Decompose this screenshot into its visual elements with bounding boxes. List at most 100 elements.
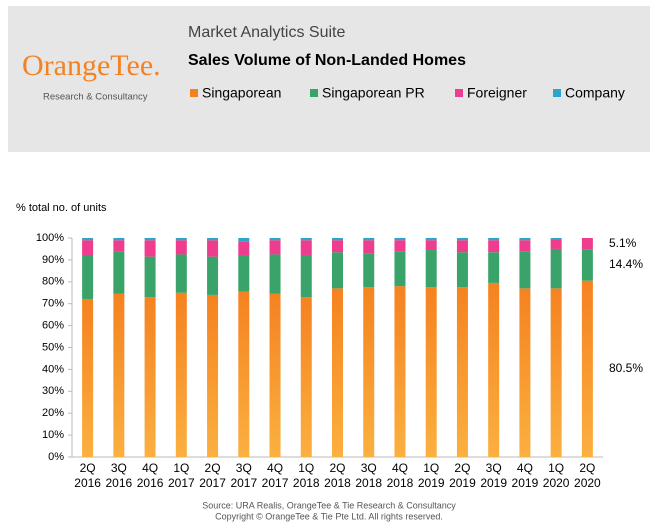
bar-segment [394, 251, 406, 287]
y-axis-label: % total no. of units [16, 202, 107, 214]
bar-segment [550, 238, 562, 240]
bar-segment [113, 238, 125, 241]
bar-segment [519, 288, 531, 457]
bar-segment [207, 240, 219, 257]
bar-segment [238, 291, 250, 457]
bar-segment [394, 240, 406, 252]
y-tick-label: 80% [42, 276, 64, 288]
bar-segment [144, 240, 156, 257]
x-tick-label: 3Q 2018 [355, 461, 382, 490]
bar-segment [144, 238, 156, 241]
legend-label: Foreigner [467, 85, 527, 101]
x-tick-label: 2Q 2017 [199, 461, 226, 490]
bar-segment [488, 238, 500, 241]
bar-segment [207, 294, 219, 457]
bar-segment [238, 241, 250, 256]
y-tick-label: 30% [42, 385, 64, 397]
x-tick-label: 2Q 2018 [324, 461, 351, 490]
bar-segment [519, 238, 531, 241]
bar-segment [269, 293, 281, 457]
x-tick-label: 1Q 2019 [418, 461, 445, 490]
bar-segment [332, 240, 343, 253]
bar-segment [425, 250, 437, 288]
y-tick-label: 100% [36, 232, 64, 244]
bar-segment [363, 287, 375, 457]
value-label: 14.4% [609, 257, 643, 271]
source-note: Source: URA Realis, OrangeTee & Tie Rese… [202, 500, 456, 510]
x-tick-label: 4Q 2019 [512, 461, 539, 490]
legend-swatch [553, 89, 561, 97]
bar-segment [332, 288, 343, 457]
bar-segment [269, 254, 281, 294]
x-tick-label: 3Q 2019 [480, 461, 507, 490]
bar-segment [550, 248, 562, 289]
bar-segment [82, 299, 94, 457]
bar-segment [456, 238, 468, 241]
bar-segment [394, 286, 406, 457]
bar-segment [519, 251, 531, 289]
header-panel [8, 6, 650, 152]
bar-segment [425, 287, 437, 457]
bar-segment [363, 240, 375, 254]
y-tick-label: 70% [42, 298, 64, 310]
y-tick-label: 50% [42, 341, 64, 353]
x-tick-label: 4Q 2016 [137, 461, 164, 490]
x-tick-label: 3Q 2016 [106, 461, 133, 490]
y-tick-label: 60% [42, 320, 64, 332]
x-tick-label: 1Q 2017 [168, 461, 195, 490]
x-tick-label: 3Q 2017 [230, 461, 257, 490]
y-tick-label: 10% [42, 429, 64, 441]
bar-segment [581, 238, 593, 250]
y-tick-label: 90% [42, 254, 64, 266]
bar-segment [488, 252, 500, 283]
suite-name: Market Analytics Suite [188, 24, 346, 41]
y-tick-label: 20% [42, 407, 64, 419]
x-tick-label: 2Q 2019 [449, 461, 476, 490]
brand-logo: OrangeTee. [22, 49, 161, 82]
x-tick-label: 4Q 2018 [387, 461, 414, 490]
bar-segment [238, 255, 250, 292]
x-tick-label: 2Q 2020 [574, 461, 601, 490]
bar-segment [581, 249, 593, 281]
bar-segment [207, 256, 219, 295]
bar-segment [144, 297, 156, 457]
x-tick-label: 2Q 2016 [74, 461, 101, 490]
value-label: 80.5% [609, 361, 643, 375]
bar-segment [332, 252, 343, 289]
legend-label: Singaporean [202, 85, 281, 101]
bar-segment [488, 240, 500, 253]
bar-segment [394, 238, 406, 241]
bar-segment [269, 240, 281, 255]
bar-segment [175, 254, 187, 293]
bar-segment [425, 240, 437, 251]
bar-segment [300, 240, 312, 256]
bar-segment [425, 238, 437, 241]
x-tick-label: 1Q 2020 [543, 461, 570, 490]
bar-segment [363, 253, 375, 288]
bar-segment [207, 238, 219, 241]
y-tick-label: 40% [42, 363, 64, 375]
bar-segment [144, 256, 156, 298]
chart-title: Sales Volume of Non-Landed Homes [188, 52, 466, 69]
bar-segment [519, 240, 531, 252]
bar-segment [550, 239, 562, 249]
bar-segment [581, 280, 593, 457]
bar-segment [300, 255, 312, 298]
bar-segment [550, 288, 562, 457]
bar-segment [113, 293, 125, 457]
copyright-note: Copyright © OrangeTee & Tie Pte Ltd. All… [215, 511, 443, 521]
legend-swatch [455, 89, 463, 97]
legend-label: Singaporean PR [322, 85, 425, 101]
bar-segment [82, 240, 94, 256]
legend-swatch [310, 89, 318, 97]
bar-segment [332, 238, 343, 241]
bar-segment [82, 255, 94, 300]
bar-segment [269, 238, 281, 241]
bar-segment [175, 292, 187, 457]
bar-segment [113, 251, 125, 294]
bar-segment [82, 238, 94, 241]
bar-segment [238, 238, 250, 242]
x-tick-label: 4Q 2017 [262, 461, 289, 490]
legend-swatch [190, 89, 198, 97]
brand-subtitle: Research & Consultancy [43, 92, 148, 103]
